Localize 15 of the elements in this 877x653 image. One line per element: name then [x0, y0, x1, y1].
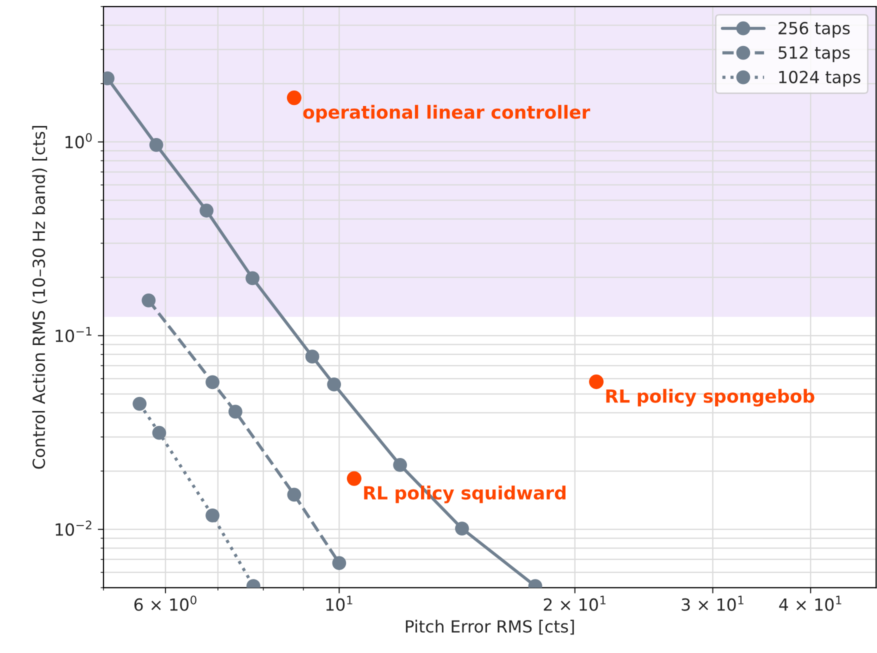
y-axis-title: Control Action RMS (10–30 Hz band) [cts] — [32, 126, 48, 469]
x-axis-title: Pitch Error RMS [cts] — [406, 620, 574, 635]
x-tick-label: 6 × 10$^{0}$ — [134, 596, 196, 611]
legend-label: 256 taps — [778, 22, 850, 38]
y-tick-label: 10$^{0}$ — [66, 133, 92, 148]
x-tick-label: 3 × 10$^{1}$ — [682, 596, 744, 611]
annotation: operational linear controller — [303, 104, 590, 122]
y-tick-label: 10$^{−2}$ — [56, 520, 92, 536]
x-tick-label: 2 × 10$^{1}$ — [544, 596, 606, 611]
legend-label: 512 taps — [778, 46, 850, 62]
annotation: RL policy spongebob — [606, 388, 814, 407]
x-tick-label: 10$^{1}$ — [326, 596, 352, 611]
y-tick-label: 10$^{−1}$ — [56, 326, 92, 342]
x-tick-label: 4 × 10$^{1}$ — [779, 596, 842, 611]
legend-label: 1024 taps — [779, 70, 860, 87]
